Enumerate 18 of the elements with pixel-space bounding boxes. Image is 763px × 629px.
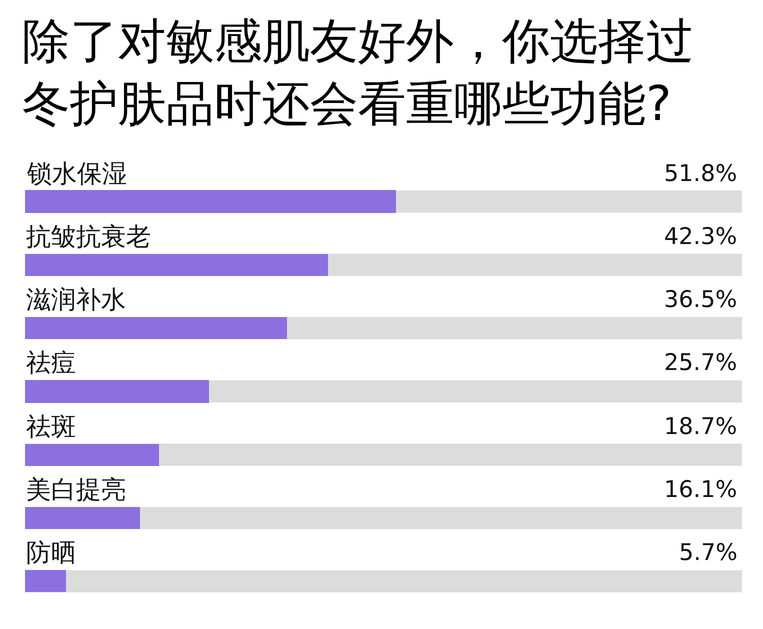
data-label: 42.3% xyxy=(664,224,738,250)
y-tick-label: 锁水保湿 xyxy=(26,159,127,188)
data-label: 51.8% xyxy=(664,161,738,187)
data-label: 25.7% xyxy=(664,350,738,376)
y-tick-label: 防晒 xyxy=(26,538,76,567)
y-tick-label: 祛斑 xyxy=(26,412,76,441)
data-label: 18.7% xyxy=(664,414,738,440)
y-tick-label: 祛痘 xyxy=(26,348,76,377)
y-tick-label: 滋润补水 xyxy=(26,285,126,314)
bar xyxy=(25,507,140,529)
chart-title: 除了对敏感肌友好外，你选择过冬护肤品时还会看重哪些功能? xyxy=(22,14,694,132)
bar xyxy=(25,570,66,592)
data-label: 16.1% xyxy=(664,477,738,503)
bar xyxy=(25,444,159,466)
data-label: 5.7% xyxy=(679,540,738,566)
data-label: 36.5% xyxy=(664,287,738,313)
y-tick-label: 美白提亮 xyxy=(26,475,126,504)
y-tick-label: 抗皱抗衰老 xyxy=(26,222,151,251)
